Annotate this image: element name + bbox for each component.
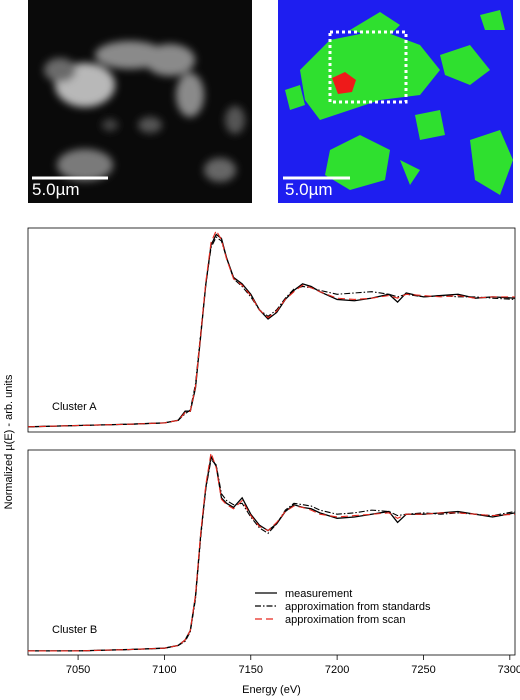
micrograph (28, 0, 252, 203)
data-line (27, 229, 515, 428)
scalebar-label: 5.0µm (32, 180, 80, 199)
data-line (28, 454, 516, 652)
plot-frame (27, 227, 516, 433)
scalebar-label: 5.0µm (285, 180, 333, 199)
data-line (28, 458, 516, 652)
x-tick-label: 7200 (325, 664, 349, 676)
x-tick-label: 7250 (411, 664, 435, 676)
legend-label: measurement (285, 588, 352, 600)
x-tick-label: 7100 (152, 664, 176, 676)
data-line (27, 236, 516, 428)
legend-label: approximation from standards (285, 601, 431, 613)
x-axis-label: Energy (eV) (242, 684, 301, 696)
data-line (28, 452, 516, 652)
annotation: Cluster A (52, 401, 97, 413)
y-axis-label: Normalized µ(E) - arb. units (3, 374, 15, 509)
x-tick-label: 7150 (239, 664, 263, 676)
annotation: Cluster B (52, 624, 97, 636)
x-tick-label: 7050 (66, 664, 90, 676)
x-tick-label: 7300 (498, 664, 520, 676)
data-line (27, 233, 516, 428)
cluster-map (278, 0, 513, 203)
legend-label: approximation from scan (285, 614, 405, 626)
plot-frame (27, 449, 516, 656)
